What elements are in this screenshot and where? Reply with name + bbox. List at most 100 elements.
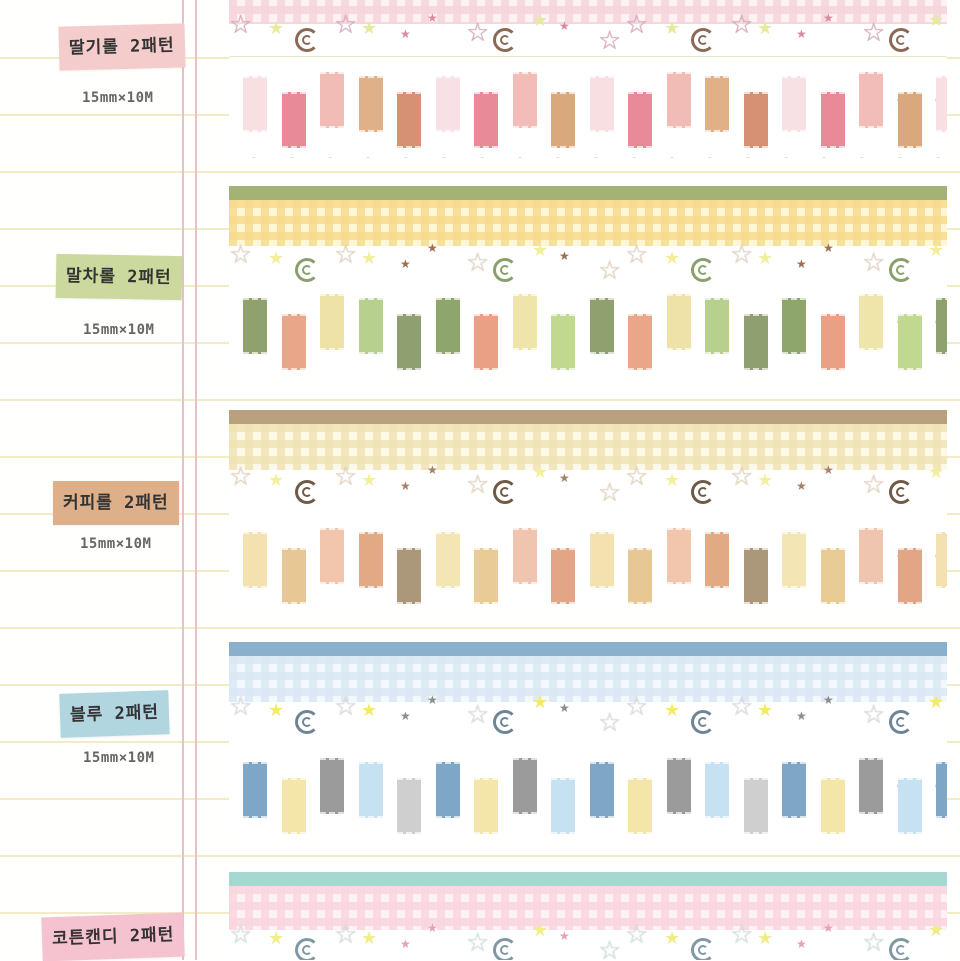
star-icon: ★ [268,928,285,949]
swirl-icon [691,28,715,52]
swirl-icon [691,480,715,504]
star-icon: ★ [268,470,285,491]
star-icon: ★ [757,248,774,269]
tape-block [243,532,267,588]
tape-block [705,532,729,588]
swirl-icon [691,938,715,960]
star-icon: ★ [268,248,285,269]
margin-line-right [195,0,197,960]
tape-block [397,778,421,834]
tape-block [281,92,306,148]
star-icon: ★ [757,470,774,491]
star-icon: ☆ [466,470,490,500]
star-icon: ★ [400,937,411,951]
swirl-icon [889,710,913,734]
tape-block [435,532,460,588]
tape-block [820,92,845,148]
tape-block [628,778,652,834]
star-icon: ★ [427,241,438,255]
star-icon: ★ [400,27,411,41]
star-icon: ★ [928,920,945,941]
star-icon: ☆ [229,10,253,40]
tape-block [474,92,498,148]
tape-block [512,294,537,350]
label-coffee-roll: 커피롤 2패턴 [53,481,179,525]
star-icon: ★ [361,248,378,269]
tape-block [358,76,383,132]
star-icon: ★ [532,10,549,31]
solid-band [229,872,947,886]
star-icon: ★ [757,928,774,949]
star-icon: ★ [400,479,411,493]
block-row [229,748,947,842]
tape-block [551,778,575,834]
star-icon: ☆ [862,928,886,958]
tape-block [243,762,267,818]
tape-block [589,76,614,132]
solid-band [229,186,947,200]
tape-block [936,298,947,354]
motif-row: ☆ ★ ☆ ★ ★ ★ ☆ ★ ★ ☆ ☆ ★ ☆ ★ ★ ★ ☆ ★ [229,460,947,510]
star-icon: ☆ [334,462,358,492]
tape-block [397,92,421,148]
tape-block [743,314,768,370]
star-icon: ☆ [334,920,358,950]
washi-tape-cotton-candy: ☆ ★ ☆ ★ ★ ★ ☆ ★ ★ ☆ ☆ ★ ☆ ★ ★ ★ ☆ ★ [229,872,947,960]
star-icon: ★ [268,18,285,39]
star-icon: ☆ [466,700,490,730]
motif-row: ☆ ★ ☆ ★ ★ ★ ☆ ★ ★ ☆ ☆ ★ ☆ ★ ★ ★ ☆ ★ [229,690,947,740]
tape-block [666,294,691,350]
swirl-icon [493,28,517,52]
tape-block [936,76,947,132]
tape-block [320,758,344,814]
tape-block [705,298,729,354]
tape-block [474,778,498,834]
star-icon: ★ [532,240,549,261]
star-icon: ☆ [862,248,886,278]
swirl-icon [295,710,319,734]
star-icon: ☆ [730,692,754,722]
star-icon: ★ [400,257,411,271]
tape-block [551,92,575,148]
block-row [229,518,947,610]
tape-block [666,758,691,814]
gingham-band [229,656,947,702]
star-icon: ★ [664,700,681,721]
tape-block [666,72,691,128]
star-icon: ☆ [625,462,649,492]
motif-row: ☆ ★ ☆ ★ ★ ★ ☆ ★ ★ ☆ ☆ ★ ☆ ★ ★ ★ ☆ ★ [229,8,947,58]
star-icon: ★ [757,700,774,721]
swirl-icon [889,28,913,52]
washi-tape-coffee: ☆ ★ ☆ ★ ★ ★ ☆ ★ ★ ☆ ☆ ★ ☆ ★ ★ ★ ☆ ★ [229,410,947,610]
gingham-band [229,424,947,470]
tape-block [358,298,383,354]
star-icon: ☆ [862,18,886,48]
swirl-icon [295,28,319,52]
tape-block [435,76,460,132]
tape-block [281,778,306,834]
tape-block [243,76,267,132]
star-icon: ★ [928,462,945,483]
tape-block [782,298,806,354]
tape-block [320,528,344,584]
tape-block [358,532,383,588]
star-icon: ☆ [598,478,622,508]
swirl-icon [295,258,319,282]
tape-block [936,762,947,818]
star-icon: ★ [796,27,807,41]
star-icon: ★ [823,463,834,477]
tape-block [628,92,652,148]
star-icon: ☆ [466,248,490,278]
tape-block [320,72,344,128]
tape-block [897,92,922,148]
tape-block [628,548,652,604]
star-icon: ☆ [598,936,622,960]
star-icon: ★ [928,240,945,261]
star-icon: ☆ [229,692,253,722]
star-icon: ☆ [229,240,253,270]
block-row [229,284,947,378]
star-icon: ☆ [598,256,622,286]
solid-band [229,642,947,656]
motif-row: ☆ ★ ☆ ★ ★ ★ ☆ ★ ★ ☆ ☆ ★ ☆ ★ ★ ★ ☆ ★ [229,238,947,288]
swirl-icon [889,480,913,504]
